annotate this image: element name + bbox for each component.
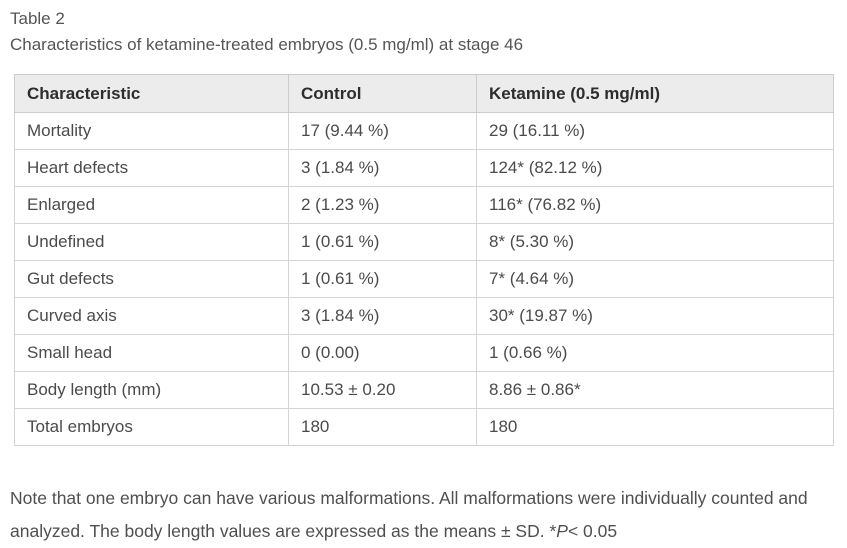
cell-characteristic: Body length (mm) [14, 371, 289, 409]
table-footnote: Note that one embryo can have various ma… [10, 482, 837, 548]
table-caption: Table 2 Characteristics of ketamine-trea… [10, 6, 837, 58]
cell-ketamine-value: 8.86 ± 0.86* [476, 371, 834, 409]
cell-characteristic: Gut defects [14, 260, 289, 298]
cell-control-value: 1 (0.61 %) [288, 223, 477, 261]
table-body: Mortality 17 (9.44 %) 29 (16.11 %) Heart de… [14, 112, 834, 446]
column-header-characteristic: Characteristic [14, 74, 289, 113]
table-row: Enlarged 2 (1.23 %) 116* (76.82 %) [14, 186, 834, 224]
table-row: Small head 0 (0.00) 1 (0.66 %) [14, 334, 834, 372]
cell-ketamine-value: 124* (82.12 %) [476, 149, 834, 187]
footnote-p-symbol: P [556, 521, 568, 541]
cell-ketamine-value: 7* (4.64 %) [476, 260, 834, 298]
table-row: Mortality 17 (9.44 %) 29 (16.11 %) [14, 112, 834, 150]
table-row: Gut defects 1 (0.61 %) 7* (4.64 %) [14, 260, 834, 298]
cell-control-value: 0 (0.00) [288, 334, 477, 372]
header-row: Characteristic Control Ketamine (0.5 mg/… [14, 74, 834, 113]
column-header-ketamine: Ketamine (0.5 mg/ml) [476, 74, 834, 113]
footnote-significance: < 0.05 [567, 521, 618, 541]
cell-control-value: 3 (1.84 %) [288, 149, 477, 187]
cell-control-value: 1 (0.61 %) [288, 260, 477, 298]
cell-control-value: 10.53 ± 0.20 [288, 371, 477, 409]
cell-ketamine-value: 180 [476, 408, 834, 446]
cell-characteristic: Mortality [14, 112, 289, 150]
cell-ketamine-value: 8* (5.30 %) [476, 223, 834, 261]
table-header: Characteristic Control Ketamine (0.5 mg/… [14, 74, 834, 113]
cell-ketamine-value: 29 (16.11 %) [476, 112, 834, 150]
cell-ketamine-value: 30* (19.87 %) [476, 297, 834, 335]
table-title: Characteristics of ketamine-treated embr… [10, 35, 524, 54]
column-header-control: Control [288, 74, 477, 113]
cell-characteristic: Small head [14, 334, 289, 372]
table-row: Heart defects 3 (1.84 %) 124* (82.12 %) [14, 149, 834, 187]
cell-characteristic: Heart defects [14, 149, 289, 187]
table-row: Curved axis 3 (1.84 %) 30* (19.87 %) [14, 297, 834, 335]
cell-ketamine-value: 1 (0.66 %) [476, 334, 834, 372]
table-number: Table 2 [10, 9, 65, 28]
characteristics-table: Characteristic Control Ketamine (0.5 mg/… [14, 74, 834, 446]
table-row: Body length (mm) 10.53 ± 0.20 8.86 ± 0.86* [14, 371, 834, 409]
cell-control-value: 17 (9.44 %) [288, 112, 477, 150]
cell-ketamine-value: 116* (76.82 %) [476, 186, 834, 224]
footnote-text: Note that one embryo can have various ma… [10, 488, 808, 541]
cell-control-value: 180 [288, 408, 477, 446]
cell-characteristic: Total embryos [14, 408, 289, 446]
cell-characteristic: Enlarged [14, 186, 289, 224]
table-row: Undefined 1 (0.61 %) 8* (5.30 %) [14, 223, 834, 261]
cell-characteristic: Curved axis [14, 297, 289, 335]
cell-characteristic: Undefined [14, 223, 289, 261]
cell-control-value: 3 (1.84 %) [288, 297, 477, 335]
table-row: Total embryos 180 180 [14, 408, 834, 446]
cell-control-value: 2 (1.23 %) [288, 186, 477, 224]
